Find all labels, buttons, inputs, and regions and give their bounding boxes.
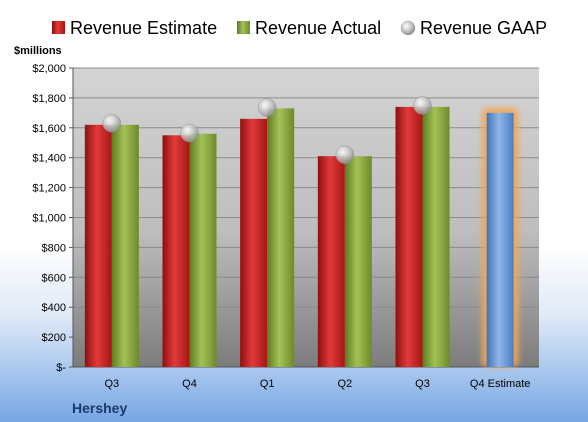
y-tick-label: $200	[42, 332, 66, 344]
bar-revenue-actual	[111, 124, 139, 367]
legend: Revenue Estimate Revenue Actual Revenue …	[52, 18, 547, 38]
bar-revenue-actual	[189, 133, 217, 367]
x-tick-label: Q3	[415, 378, 430, 390]
x-tick-label: Q2	[337, 378, 352, 390]
y-tick-label: $1,000	[32, 213, 66, 225]
bar-revenue-estimate	[84, 124, 112, 367]
y-tick-label: $1,400	[32, 153, 66, 165]
bar-revenue-actual	[422, 106, 450, 368]
bar-q4-estimate	[486, 112, 514, 367]
marker-revenue-gaap	[102, 114, 122, 133]
marker-revenue-gaap	[413, 96, 432, 115]
bars	[84, 106, 519, 368]
legend-label-revenue-estimate: Revenue Estimate	[70, 18, 217, 38]
bar-revenue-actual	[267, 108, 295, 368]
legend-label-revenue-gaap: Revenue GAAP	[420, 18, 547, 38]
x-tick-label: Q4	[182, 378, 197, 390]
bar-revenue-estimate	[162, 135, 190, 367]
y-tick-label: $1,600	[32, 123, 66, 135]
marker-revenue-gaap	[180, 123, 199, 143]
y-tick-label: $1,200	[32, 183, 66, 195]
x-tick-label: Q3	[104, 378, 119, 390]
y-unit-label: $millions	[14, 45, 62, 57]
legend-marker-revenue-gaap	[400, 20, 416, 36]
x-axis-ticks: Q3 Q4 Q1 Q2 Q3 Q4 Estimate	[104, 378, 530, 390]
legend-swatch-revenue-estimate	[52, 21, 65, 34]
company-label: Hershey	[72, 400, 127, 416]
bar-revenue-estimate	[395, 106, 423, 368]
y-axis-ticks: $- $200 $400 $600 $800 $1,000 $1,200 $1,400 $1,6…	[32, 63, 73, 374]
gridlines	[73, 67, 539, 338]
y-tick-label: $1,800	[32, 93, 66, 105]
y-tick-label: $600	[42, 272, 66, 284]
bar-revenue-estimate	[240, 118, 268, 367]
y-tick-label: $-	[56, 362, 66, 374]
bar-revenue-estimate	[317, 156, 345, 367]
gaap-markers	[102, 96, 432, 164]
x-tick-label: Q1	[260, 378, 275, 390]
marker-revenue-gaap	[257, 98, 277, 117]
y-tick-label: $800	[42, 242, 66, 254]
bar-revenue-actual	[344, 156, 372, 367]
y-tick-label: $400	[42, 302, 66, 314]
legend-label-revenue-actual: Revenue Actual	[255, 18, 381, 38]
y-tick-label: $2,000	[32, 63, 66, 75]
marker-revenue-gaap	[335, 145, 355, 164]
x-tick-label: Q4 Estimate	[470, 378, 531, 390]
legend-swatch-revenue-actual	[237, 21, 250, 34]
